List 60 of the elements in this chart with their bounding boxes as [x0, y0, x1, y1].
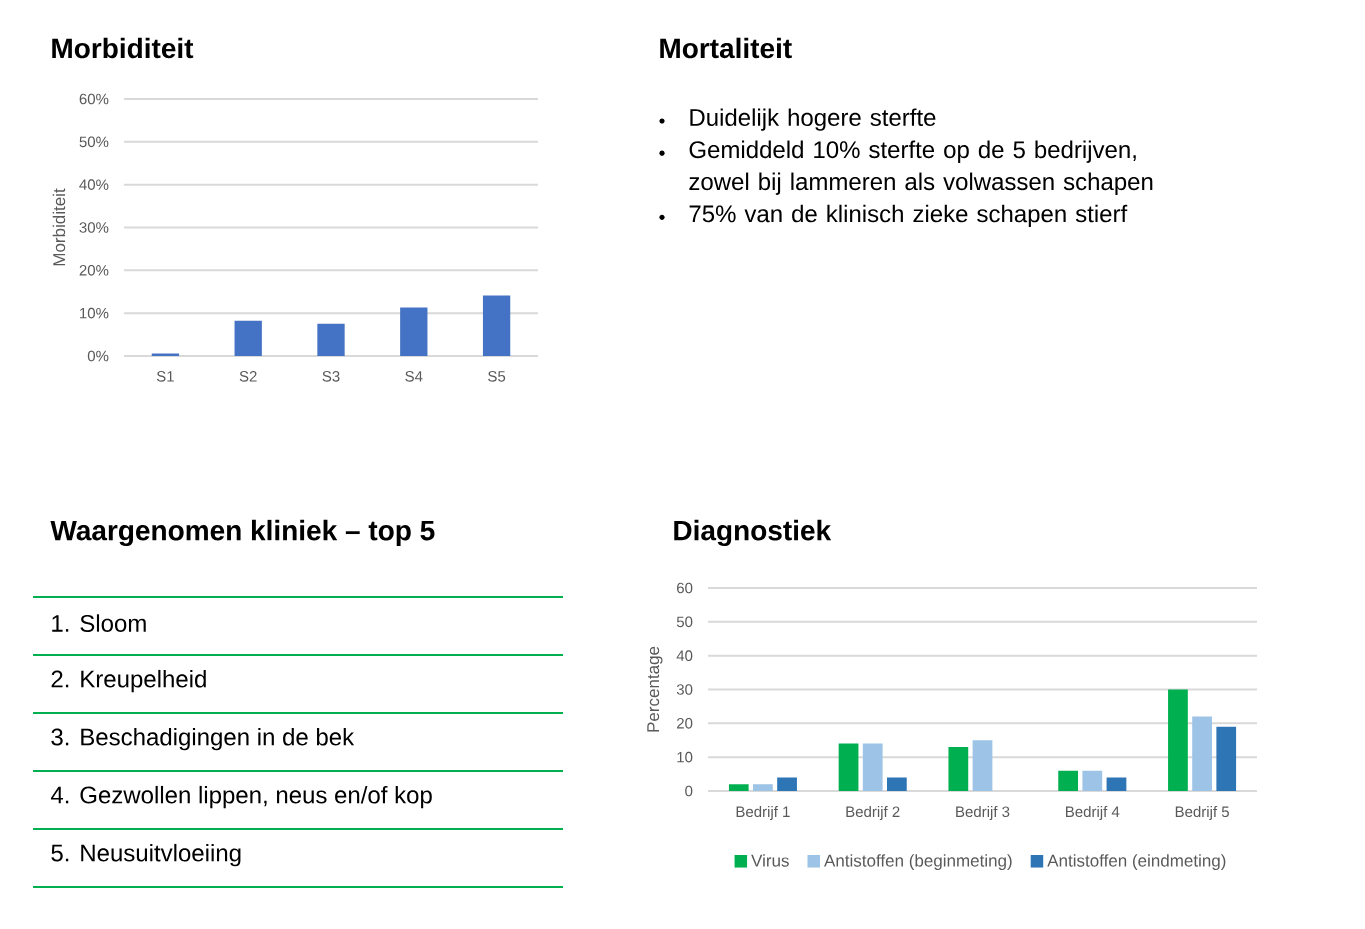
text: 2. Kreupelheid [51, 669, 206, 693]
chart-title: Diagnostiek [674, 519, 832, 547]
y-tick-label: 40% [79, 179, 109, 190]
x-tick-label: S2 [239, 371, 257, 382]
bar [1106, 777, 1127, 791]
bar [777, 777, 797, 791]
bar [317, 323, 345, 356]
bar [400, 307, 428, 356]
text: Waargenomen kliniek – top 5 [50, 519, 435, 547]
y-tick-label: 30 [676, 684, 693, 695]
text: Duidelijk hogere sterfte [690, 108, 936, 131]
bar [1192, 716, 1212, 791]
bar [972, 740, 993, 791]
x-tick-label: S4 [405, 371, 423, 382]
x-tick-label: S5 [488, 371, 506, 382]
text: 5. Neusuitvloeiing [51, 843, 241, 867]
x-tick-label: S1 [156, 371, 174, 382]
y-tick-label: 50 [676, 616, 693, 628]
bar [151, 353, 180, 356]
text: 3. Beschadigingen in de bek [51, 727, 355, 751]
bar [862, 743, 883, 791]
y-tick-label: 60% [79, 93, 109, 105]
bar [1058, 770, 1079, 791]
y-tick-label: 0% [87, 350, 109, 362]
x-tick-label: Bedrijf 1 [736, 806, 790, 821]
bar [482, 295, 511, 356]
bar [1082, 770, 1103, 791]
bar [838, 743, 859, 791]
y-tick-label: 40 [676, 650, 693, 661]
text: Gemiddeld 10% sterfte op de 5 bedrijven, zowel bij lammeren als volwassen schapen [689, 140, 1153, 195]
bar [728, 784, 749, 791]
y-tick-label: 10% [80, 307, 109, 319]
legend-label: Antistoffen (beginmeting) [824, 854, 1012, 871]
x-tick-label: Bedrijf 2 [846, 806, 900, 821]
bar [1168, 689, 1188, 791]
x-tick-label: Bedrijf 5 [1175, 806, 1229, 821]
bar [753, 784, 773, 791]
y-tick-label: 50% [79, 136, 109, 148]
legend-label: Antistoffen (eindmeting) [1047, 854, 1226, 871]
legend-label: Virus [751, 854, 789, 867]
bar [948, 747, 969, 791]
y-tick-label: 10 [677, 751, 693, 763]
x-tick-label: Bedrijf 4 [1066, 806, 1120, 821]
x-tick-label: S3 [322, 371, 340, 382]
bar [886, 777, 907, 791]
y-tick-label: 20 [677, 718, 693, 729]
text: 4. Gezwollen lippen, neus en/of kop [50, 785, 432, 809]
y-axis-title: Morbiditeit [52, 188, 66, 266]
chart-title: Morbiditeit [52, 37, 194, 59]
bar [1216, 726, 1237, 791]
bar [234, 320, 262, 356]
text: Mortaliteit [660, 37, 792, 59]
text: 1. Sloom [52, 614, 146, 632]
y-tick-label: 0 [685, 785, 693, 797]
y-tick-label: 30% [79, 222, 109, 233]
y-axis-title: Percentage [647, 646, 663, 732]
y-tick-label: 60 [677, 582, 693, 594]
text: 75% van de klinisch zieke schapen stierf [689, 204, 1128, 228]
y-tick-label: 20% [79, 265, 109, 276]
x-tick-label: Bedrijf 3 [956, 806, 1010, 821]
